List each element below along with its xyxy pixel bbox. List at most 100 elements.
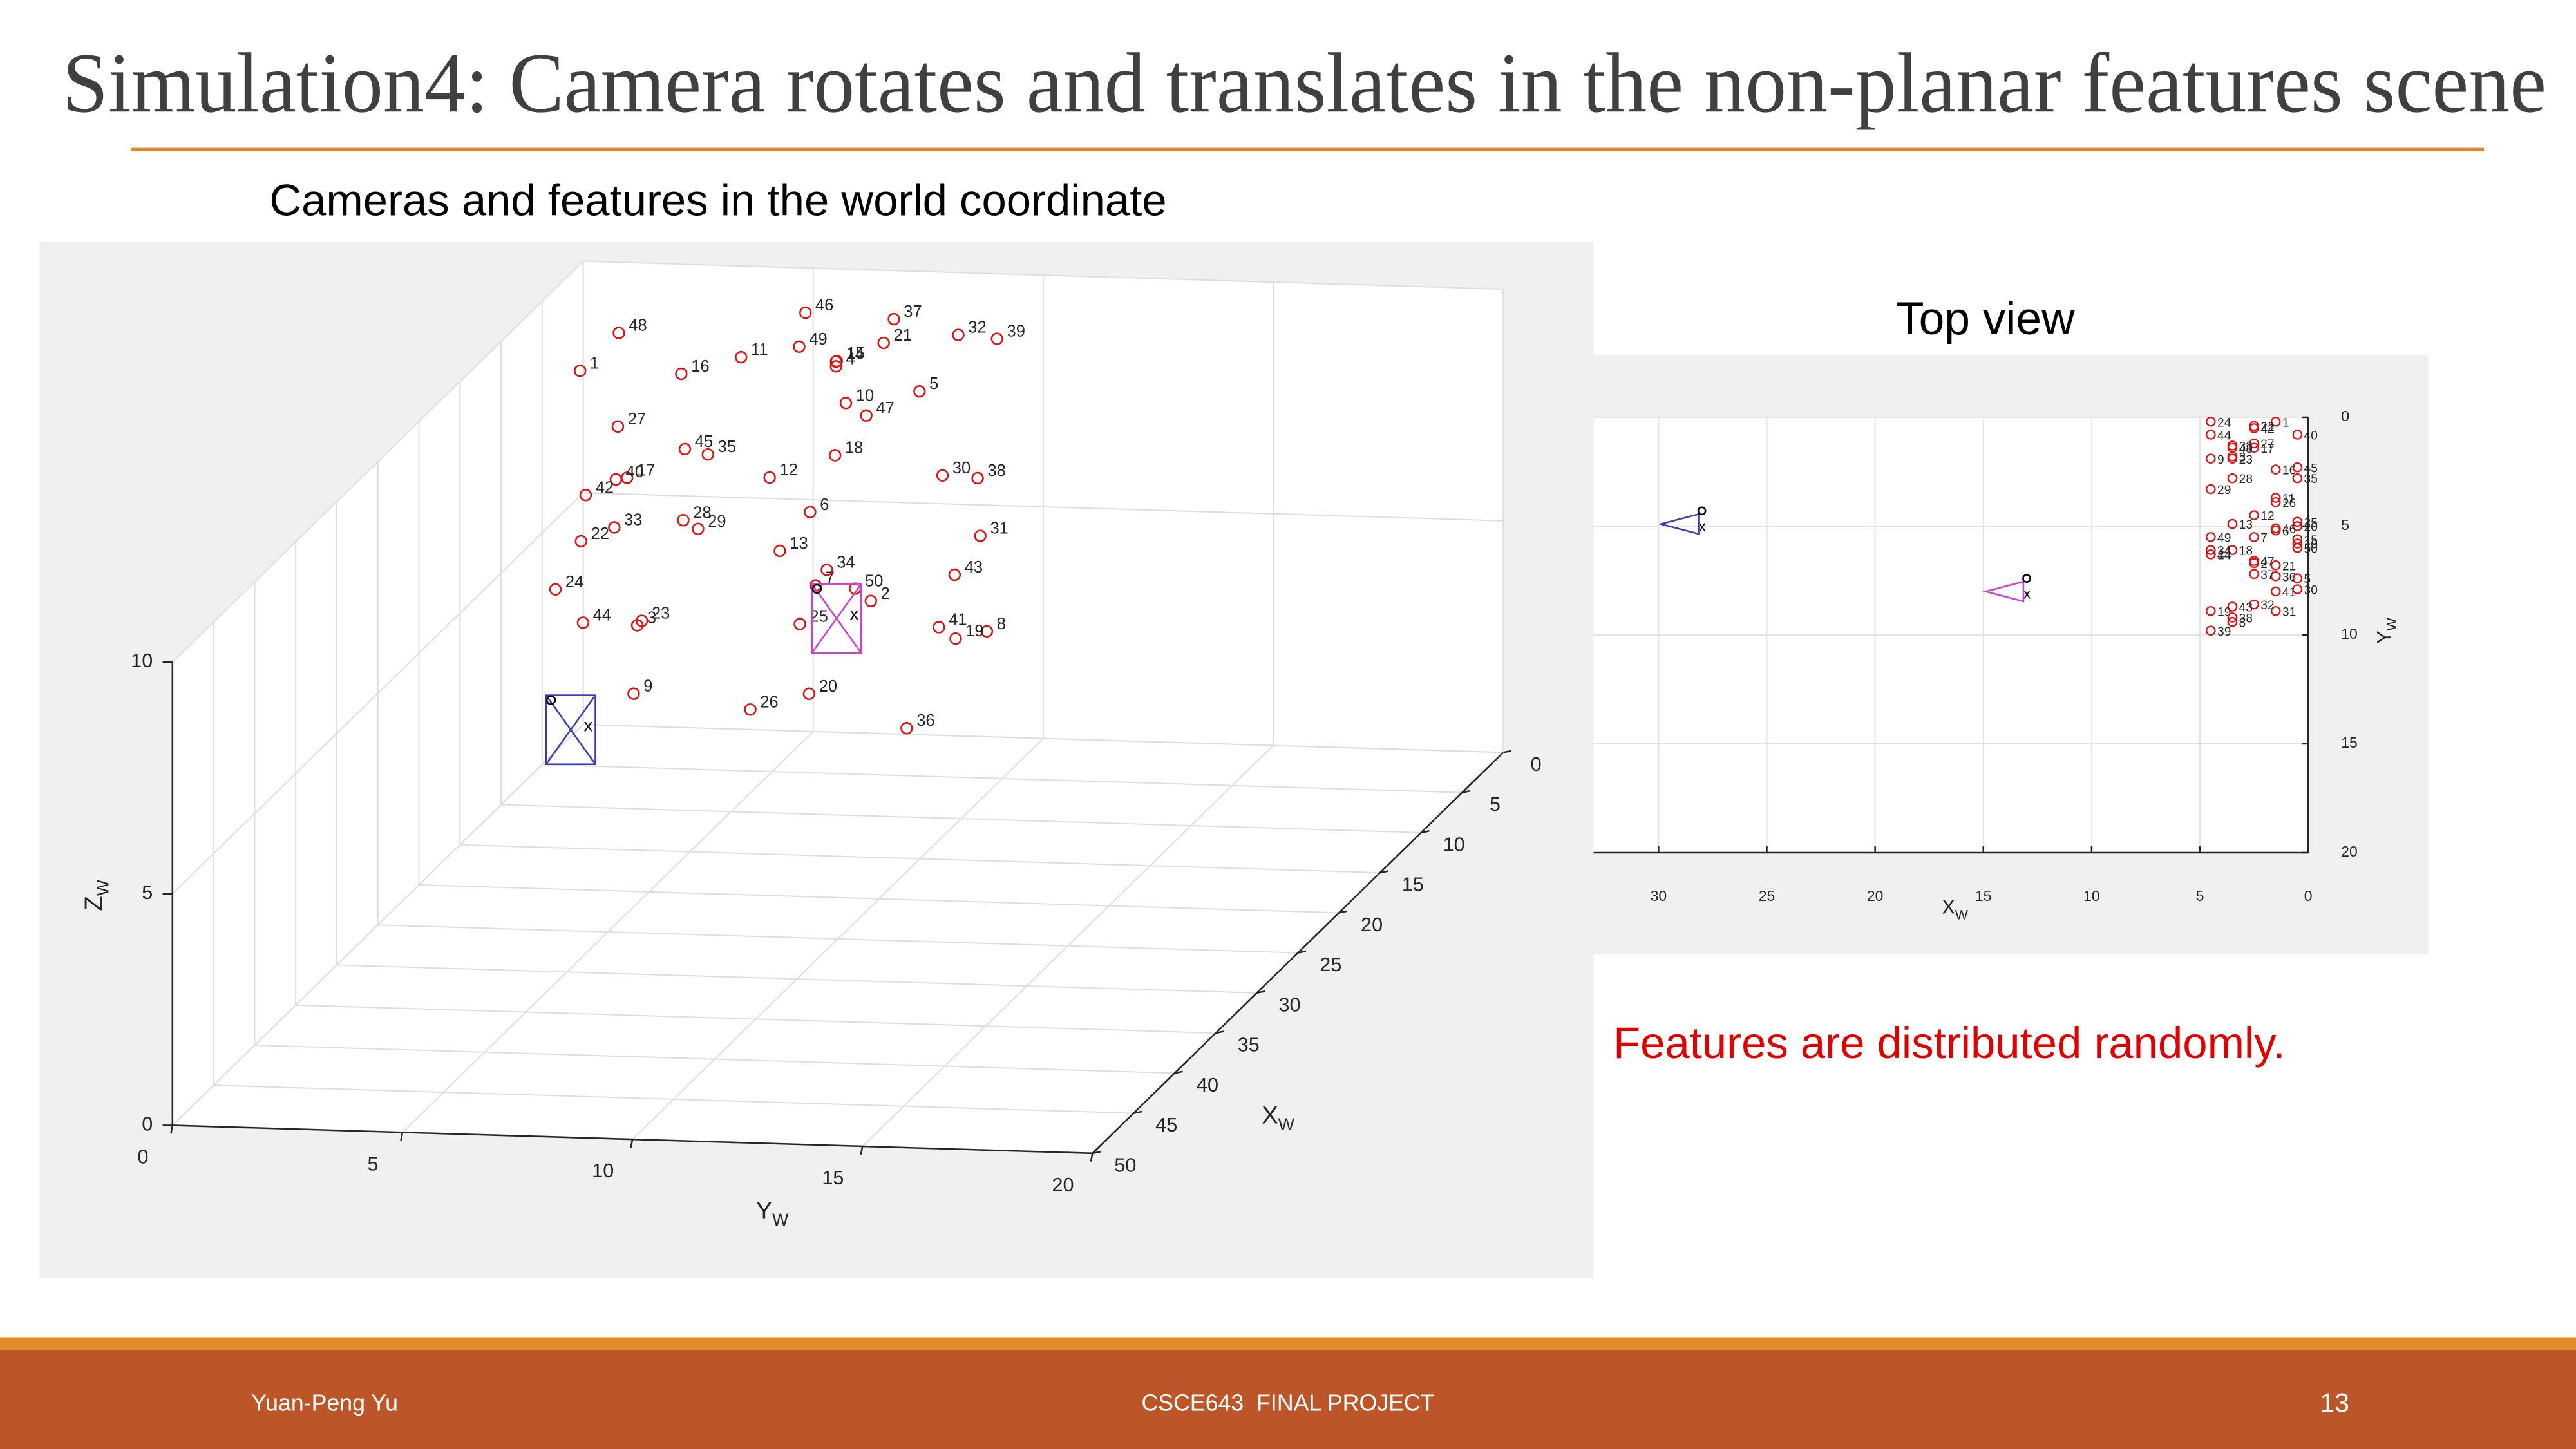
y-tick-label: 0 [2341,408,2349,424]
feature-point [2227,545,2238,555]
feature-label: 29 [2217,484,2231,497]
grid-line [583,260,1504,290]
feature-point [2206,606,2216,616]
feature-point [971,471,984,485]
feature-point [2249,438,2259,449]
feature-point [678,442,692,456]
feature-label: 39 [1007,323,1025,341]
y-tick-label: 5 [2341,516,2349,533]
z-axis-label-main: Z [80,896,108,911]
z-tick-label: 5 [142,882,153,904]
x-axis-label-main: X [1262,1102,1278,1130]
feature-point [877,336,890,350]
camera-label: x [849,604,858,624]
feature-label: 37 [2260,569,2274,582]
x-axis-label: XW [1262,1102,1295,1134]
feature-point [990,332,1003,345]
feature-point [2292,573,2303,583]
x-tick-label: 5 [2196,887,2204,904]
feature-label: 34 [2217,545,2231,558]
camera-frame [811,583,862,654]
camera-center [2022,574,2031,583]
feature-label: 8 [997,615,1006,633]
feature-point [2227,612,2238,623]
feature-point [980,625,994,638]
feature-label: 10 [2304,538,2318,552]
feature-label: 35 [2304,473,2318,486]
x-tick-label: 40 [1197,1074,1218,1096]
feature-label: 2 [881,585,890,603]
axis-line [1092,752,1504,1154]
x-tick-label: 25 [1759,887,1776,904]
feature-label: 45 [695,433,713,451]
feature-point [802,687,816,701]
grid-line [632,737,1044,1140]
x-tick-label: 10 [2083,887,2100,904]
feature-point [2270,606,2281,616]
feature-label: 9 [643,677,652,696]
feature-label: 48 [629,316,647,334]
feature-label: 43 [2239,601,2253,615]
feature-point [675,367,688,381]
feature-label: 12 [779,461,797,479]
feature-point [913,385,926,398]
feature-point [2292,521,2303,531]
footer-author: Yuan-Peng Yu [251,1390,398,1416]
feature-label: 10 [856,386,874,404]
feature-label: 28 [693,504,711,522]
x-axis-label-sub: W [1278,1115,1295,1134]
z-tick-label: 10 [131,650,153,672]
feature-point [2249,510,2259,520]
chart-title: Top view [1896,293,2075,345]
feature-point [829,360,842,373]
feature-point [701,448,714,461]
feature-point [887,312,900,326]
feature-point [612,327,625,339]
feature-point [839,397,853,410]
feature-label: 20 [2304,521,2318,535]
feature-label: 17 [2260,442,2274,456]
feature-point [2227,473,2238,484]
feature-label: 34 [837,553,855,571]
feature-label: 46 [2282,523,2296,536]
feature-point [2270,586,2281,597]
feature-point [574,535,587,548]
footer-stripe [0,1337,2576,1350]
feature-label: 29 [708,513,726,531]
feature-label: 31 [2282,605,2296,619]
chart-title: Cameras and features in the world coordi… [269,176,1166,225]
feature-label: 37 [904,303,922,321]
feature-point [2206,484,2216,495]
feature-label: 44 [593,606,611,624]
feature-point [948,568,961,582]
y-tick [170,1125,174,1134]
feature-point [2227,616,2238,627]
feature-label: 40 [626,463,644,481]
y-tick-label: 20 [2341,843,2358,860]
feature-label: 13 [790,535,808,553]
topview: 30 25 20 15 10 5 005101520XWYW1234567891011121… [1593,408,2399,922]
camera-center [1697,506,1707,516]
y-tick [400,1132,404,1141]
feature-label: 17 [637,461,655,479]
y-tick-label: 10 [592,1160,614,1182]
feature-label: 19 [2217,605,2231,619]
feature-point [2206,625,2216,636]
feature-label: 6 [820,496,829,514]
feature-label: 47 [876,399,894,417]
feature-point [864,594,877,607]
feature-point [2206,430,2216,440]
camera-frustum [1982,580,2025,603]
x-tick-label: 50 [1114,1154,1136,1176]
feature-point [2270,560,2281,571]
feature-label: 11 [2282,493,2295,506]
feature-point [2270,571,2281,582]
x-tick-label: 0 [2304,887,2313,904]
z-tick-label: 0 [142,1113,153,1135]
camera-center [811,583,822,594]
feature-point [2270,493,2281,503]
grid-line [172,492,584,895]
feature-point [2249,556,2259,566]
